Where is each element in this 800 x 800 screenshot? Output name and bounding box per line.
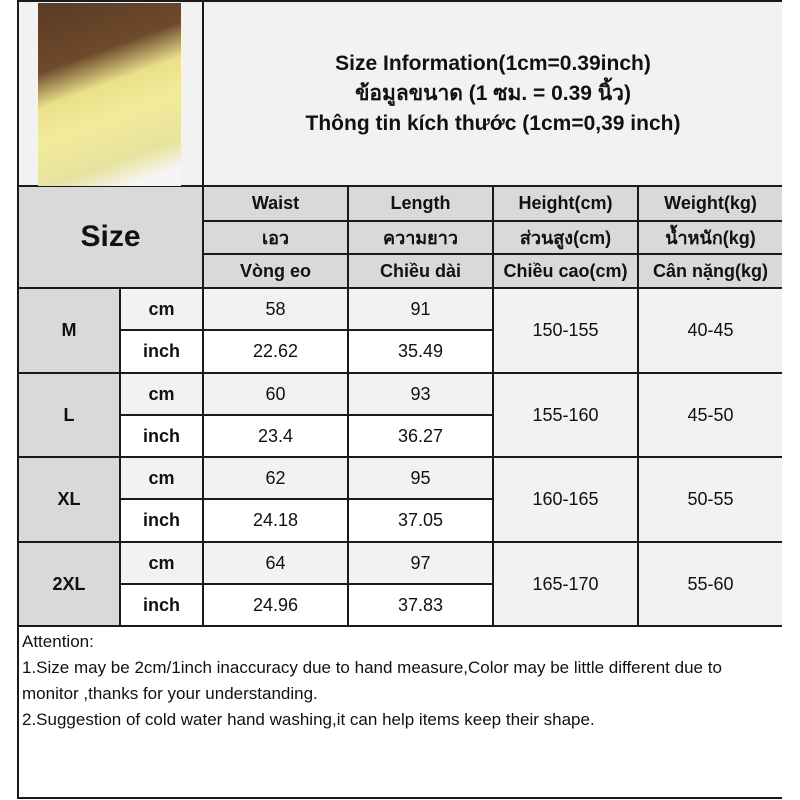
length-cm: 91: [349, 289, 492, 329]
column-header: Height(cm): [494, 187, 637, 220]
size-label: XL: [19, 458, 119, 541]
height-range: 150-155: [494, 289, 637, 372]
note-line: 1.Size may be 2cm/1inch inaccuracy due t…: [22, 658, 722, 703]
length-inch: 35.49: [349, 331, 492, 372]
unit-label: inch: [121, 416, 202, 456]
size-label: M: [19, 289, 119, 372]
height-range: 155-160: [494, 374, 637, 456]
column-header: เอว: [204, 222, 347, 253]
unit-label: inch: [121, 585, 202, 625]
waist-cm: 60: [204, 374, 347, 414]
weight-range: 40-45: [639, 289, 782, 372]
height-range: 160-165: [494, 458, 637, 541]
length-cm: 93: [349, 374, 492, 414]
length-inch: 37.83: [349, 585, 492, 625]
product-photo: [38, 3, 181, 186]
title-line-th: ข้อมูลขนาด (1 ซม. = 0.39 นิ้ว): [355, 81, 631, 105]
height-range: 165-170: [494, 543, 637, 625]
unit-label: inch: [121, 331, 202, 372]
length-cm: 95: [349, 458, 492, 498]
product-photo-cell: [19, 2, 202, 186]
waist-inch: 22.62: [204, 331, 347, 372]
column-header: น้ำหนัก(kg): [639, 222, 782, 253]
weight-range: 50-55: [639, 458, 782, 541]
length-cm: 97: [349, 543, 492, 583]
size-label: 2XL: [19, 543, 119, 625]
size-chart: Size Information(1cm=0.39inch) ข้อมูลขนา…: [17, 0, 782, 799]
unit-label: cm: [121, 543, 202, 583]
note-line: 2.Suggestion of cold water hand washing,…: [22, 710, 595, 729]
unit-label: inch: [121, 500, 202, 541]
column-header: Waist: [204, 187, 347, 220]
waist-inch: 24.96: [204, 585, 347, 625]
length-inch: 36.27: [349, 416, 492, 456]
unit-label: cm: [121, 289, 202, 329]
length-inch: 37.05: [349, 500, 492, 541]
waist-cm: 62: [204, 458, 347, 498]
title-line-vi: Thông tin kích thước (1cm=0,39 inch): [305, 111, 681, 135]
waist-cm: 64: [204, 543, 347, 583]
waist-inch: 23.4: [204, 416, 347, 456]
size-header: Size: [19, 187, 202, 287]
size-information-title: Size Information(1cm=0.39inch) ข้อมูลขนา…: [204, 2, 782, 185]
note-line: Attention:: [22, 632, 94, 651]
unit-label: cm: [121, 458, 202, 498]
waist-cm: 58: [204, 289, 347, 329]
column-header: Cân nặng(kg): [639, 255, 782, 287]
column-header: Length: [349, 187, 492, 220]
column-header: ความยาว: [349, 222, 492, 253]
unit-label: cm: [121, 374, 202, 414]
weight-range: 45-50: [639, 374, 782, 456]
column-header: Vòng eo: [204, 255, 347, 287]
column-header: Chiều dài: [349, 255, 492, 287]
attention-notes: Attention: 1.Size may be 2cm/1inch inaccu…: [19, 627, 782, 797]
waist-inch: 24.18: [204, 500, 347, 541]
column-header: ส่วนสูง(cm): [494, 222, 637, 253]
column-header: Chiều cao(cm): [494, 255, 637, 287]
title-line-en: Size Information(1cm=0.39inch): [335, 51, 651, 75]
column-header: Weight(kg): [639, 187, 782, 220]
size-label: L: [19, 374, 119, 456]
weight-range: 55-60: [639, 543, 782, 625]
